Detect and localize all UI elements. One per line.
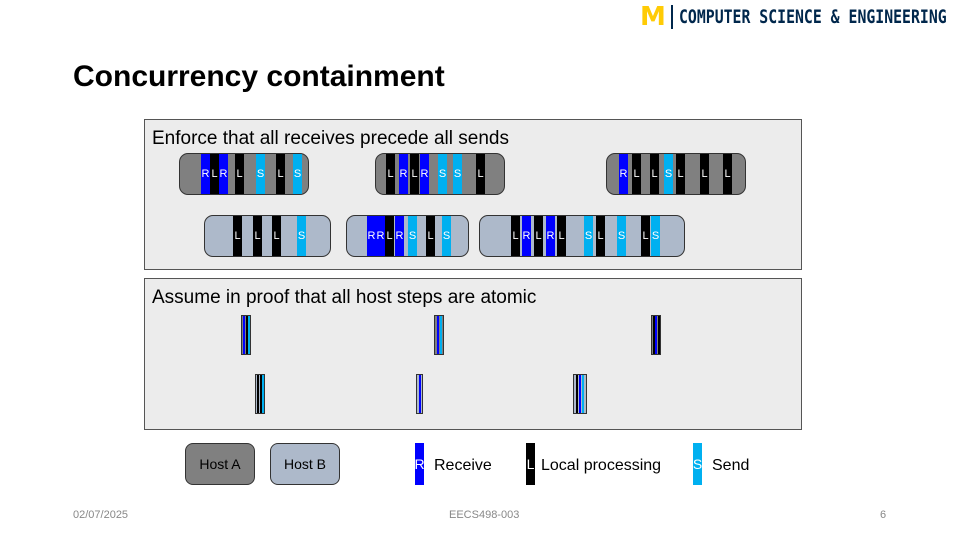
step-local: L bbox=[641, 216, 650, 256]
step-local: L bbox=[511, 216, 520, 256]
step-send: S bbox=[256, 154, 265, 194]
step-send: S bbox=[293, 154, 302, 194]
legend-receive-label: Receive bbox=[434, 457, 492, 474]
step-local: L bbox=[410, 154, 419, 194]
step-local: L bbox=[210, 154, 219, 194]
receives-before-sends-panel: Enforce that all receives precede all se… bbox=[144, 119, 802, 270]
host-b-execution-2: R R L R S L S bbox=[346, 215, 469, 257]
atomic-host-b-execution-2 bbox=[416, 374, 423, 414]
step-send: S bbox=[664, 154, 673, 194]
step-receive: R bbox=[376, 216, 385, 256]
step-local: L bbox=[276, 154, 285, 194]
step-local: L bbox=[272, 216, 281, 256]
step-local: L bbox=[650, 154, 659, 194]
step-send: S bbox=[442, 216, 451, 256]
host-a-execution-3: R L L S L L L bbox=[606, 153, 746, 195]
atomic-steps-panel: Assume in proof that all host steps are … bbox=[144, 278, 802, 430]
step-send: S bbox=[617, 216, 626, 256]
step-local: L bbox=[723, 154, 732, 194]
block-m-logo: M bbox=[640, 2, 666, 32]
step-receive: R bbox=[395, 216, 404, 256]
step-local: L bbox=[534, 216, 543, 256]
step-receive: R bbox=[522, 216, 531, 256]
legend-local-label: Local processing bbox=[541, 457, 662, 474]
panel-heading: Assume in proof that all host steps are … bbox=[152, 287, 537, 308]
step-local: L bbox=[426, 216, 435, 256]
step-local: L bbox=[632, 154, 641, 194]
step-receive: R bbox=[546, 216, 555, 256]
slide-title: Concurrency containment bbox=[73, 60, 445, 93]
step-local: L bbox=[233, 216, 242, 256]
legend-local-swatch: L bbox=[526, 443, 535, 485]
step-local: L bbox=[676, 154, 685, 194]
atomic-host-a-execution-2 bbox=[434, 315, 444, 355]
step-local: L bbox=[386, 154, 395, 194]
footer-course: EECS498-003 bbox=[449, 509, 520, 521]
step-local: L bbox=[253, 216, 262, 256]
step-local: L bbox=[476, 154, 485, 194]
host-a-execution-2: L R L R S S L bbox=[375, 153, 505, 195]
atomic-host-b-execution-3 bbox=[573, 374, 587, 414]
host-a-execution-1: R L R L S L S bbox=[179, 153, 309, 195]
step-local: L bbox=[385, 216, 394, 256]
step-send: S bbox=[453, 154, 462, 194]
legend-receive-swatch: R bbox=[414, 443, 425, 485]
step-send: S bbox=[438, 154, 447, 194]
step-receive: R bbox=[619, 154, 628, 194]
panel-heading: Enforce that all receives precede all se… bbox=[152, 128, 509, 149]
slide-number: 6 bbox=[880, 509, 887, 521]
department-name: COMPUTER SCIENCE & ENGINEERING bbox=[678, 6, 947, 28]
step-receive: R bbox=[201, 154, 210, 194]
step-send: S bbox=[584, 216, 593, 256]
legend-host-b: Host B bbox=[270, 443, 340, 485]
legend-send-label: Send bbox=[712, 457, 750, 474]
legend-send-swatch: S bbox=[693, 443, 702, 485]
logo-divider bbox=[670, 5, 673, 29]
step-local: L bbox=[596, 216, 605, 256]
step-send: S bbox=[651, 216, 660, 256]
step-receive: R bbox=[399, 154, 408, 194]
step-receive: R bbox=[420, 154, 429, 194]
host-b-execution-3: L R L R L S L S L S bbox=[479, 215, 685, 257]
atomic-host-a-execution-3 bbox=[651, 315, 661, 355]
step-send: S bbox=[297, 216, 306, 256]
host-b-execution-1: L L L S bbox=[204, 215, 331, 257]
legend-host-a: Host A bbox=[185, 443, 255, 485]
footer-date: 02/07/2025 bbox=[73, 509, 129, 521]
step-local: L bbox=[557, 216, 566, 256]
step-local: L bbox=[235, 154, 244, 194]
step-receive: R bbox=[367, 216, 376, 256]
atomic-host-b-execution-1 bbox=[255, 374, 265, 414]
university-logo: M COMPUTER SCIENCE & ENGINEERING bbox=[640, 4, 961, 30]
step-receive: R bbox=[219, 154, 228, 194]
step-local: L bbox=[700, 154, 709, 194]
atomic-host-a-execution-1 bbox=[241, 315, 251, 355]
step-send: S bbox=[408, 216, 417, 256]
